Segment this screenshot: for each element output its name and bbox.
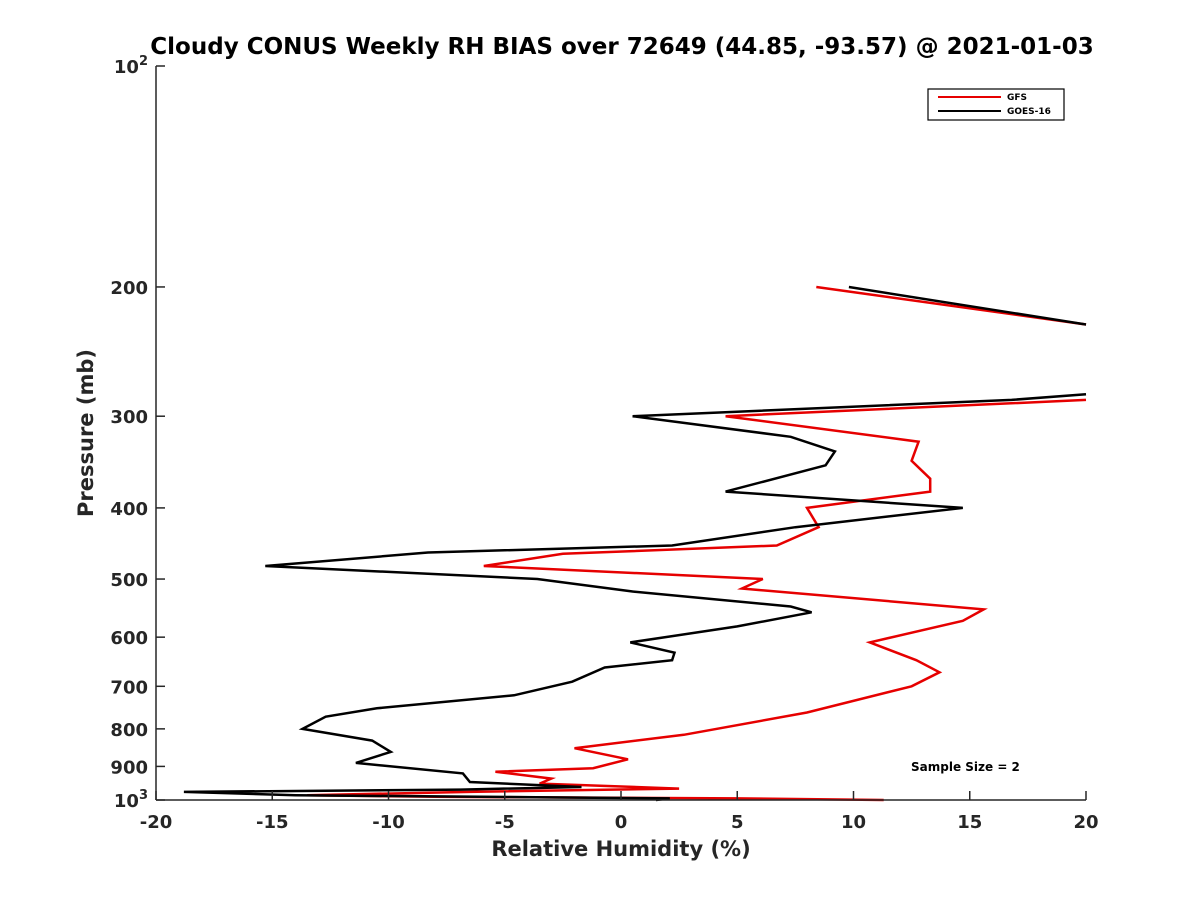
- legend-label-gfs: GFS: [1007, 93, 1027, 103]
- series-line-gfs: [307, 398, 1087, 802]
- legend-label-goes16: GOES-16: [1007, 107, 1051, 117]
- x-tick-label: 5: [731, 812, 744, 833]
- x-tick-label: 20: [1073, 812, 1098, 833]
- y-tick-label: 600: [110, 628, 148, 649]
- y-tick-label: 200: [110, 278, 148, 299]
- series-line-goes16: [848, 285, 1087, 326]
- x-tick-label: -10: [372, 812, 405, 833]
- y-tick-label: 700: [110, 677, 148, 698]
- legend-box: [927, 88, 1065, 121]
- y-axis-label: Pressure (mb): [74, 349, 98, 517]
- y-tick-label: 400: [110, 499, 148, 520]
- x-tick-label: -15: [256, 812, 289, 833]
- series-line-goes16: [183, 392, 1087, 802]
- sample-size-annotation: Sample Size = 2: [911, 760, 1020, 774]
- x-tick-label: 10: [841, 812, 866, 833]
- plot-area: -20 -15 -10 -5 0 5 10 15 20 10220030040050060070…: [110, 54, 1098, 833]
- x-ticks: -20 -15 -10 -5 0 5 10 15 20: [140, 791, 1099, 833]
- x-tick-label: 0: [615, 812, 628, 833]
- chart-title: Cloudy CONUS Weekly RH BIAS over 72649 (…: [150, 34, 1093, 60]
- series-layer: [183, 285, 1087, 802]
- legend: GFS GOES-16: [927, 88, 1065, 121]
- y-tick-label: 500: [110, 570, 148, 591]
- x-axis-label: Relative Humidity (%): [491, 837, 750, 861]
- x-tick-label: -20: [140, 812, 173, 833]
- x-tick-label: -5: [495, 812, 515, 833]
- y-tick-label: 900: [110, 757, 148, 778]
- x-tick-label: 15: [957, 812, 982, 833]
- y-tick-label: 800: [110, 720, 148, 741]
- y-tick-label: 300: [110, 407, 148, 428]
